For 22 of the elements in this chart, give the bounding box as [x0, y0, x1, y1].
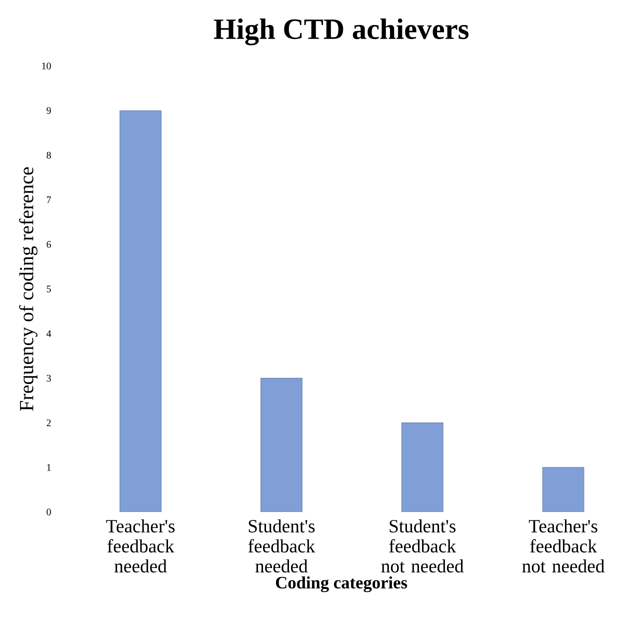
x-tick-label: Student's feedback not needed	[381, 519, 464, 573]
y-tick-label: 10	[42, 62, 51, 70]
bar	[120, 110, 162, 512]
y-tick-label: 7	[46, 196, 51, 204]
y-tick-label: 8	[46, 152, 51, 159]
x-tick-label: Teacher's feedback not needed	[522, 519, 605, 573]
x-axis-title: Coding categories	[276, 576, 408, 592]
bar	[401, 422, 444, 512]
y-tick-label: 4	[46, 330, 52, 337]
y-tick-label: 6	[46, 241, 51, 248]
y-tick-label: 0	[46, 508, 51, 516]
x-tick-label: Teacher's feedback needed	[106, 519, 175, 573]
y-tick-label: 9	[46, 107, 51, 114]
y-tick-label: 5	[46, 286, 51, 292]
y-tick-label: 1	[47, 464, 51, 471]
x-tick-label: Student's feedback needed	[248, 519, 316, 573]
bar	[542, 467, 584, 512]
y-tick-label: 3	[46, 374, 51, 382]
bar	[260, 378, 302, 512]
y-axis-title: Frequency of coding reference	[19, 167, 38, 411]
y-tick-label: 2	[46, 420, 51, 426]
chart-title: High CTD achievers	[214, 18, 469, 46]
